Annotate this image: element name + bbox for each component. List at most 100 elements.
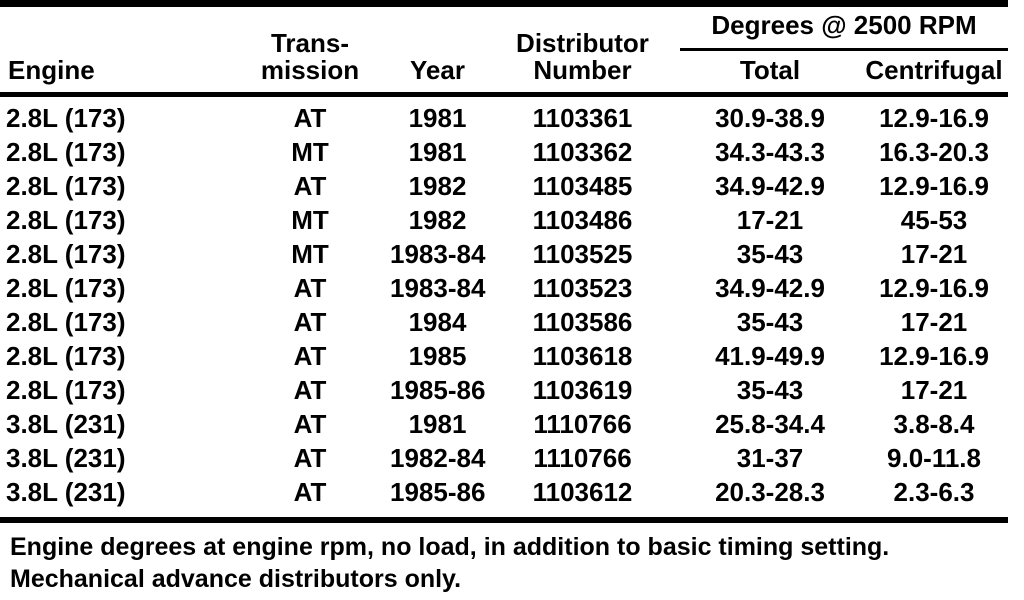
cell-total-degrees: 35-43 [736, 239, 804, 269]
cell-centrifugal-degrees: 9.0-11.8 [887, 443, 981, 473]
cell-transmission: AT [293, 375, 327, 405]
cell-engine: 2.8L (173) [6, 307, 126, 337]
cell-year: 1981 [408, 137, 467, 167]
cell-engine: 2.8L (173) [6, 341, 126, 371]
cell-total-degrees: 30.9-38.9 [715, 103, 825, 133]
cell-distributor-number: 1103362 [532, 137, 633, 167]
cell-year: 1981 [408, 103, 467, 133]
column-header-distributor-number: Distributor Number [485, 3, 680, 97]
header-row-sub: Total Centrifugal [0, 49, 1009, 97]
cell-distributor-number: 1103361 [532, 103, 633, 133]
cell-transmission: AT [293, 477, 327, 507]
column-header-engine: Engine [0, 3, 230, 97]
cell-centrifugal-degrees: 45-53 [900, 205, 968, 235]
cell-total-degrees: 25.8-34.4 [715, 409, 825, 439]
cell-year: 1982 [408, 171, 467, 201]
cell-total-degrees: 20.3-28.3 [715, 477, 825, 507]
cell-engine: 2.8L (173) [6, 273, 126, 303]
table-row: 2.8L (173) MT 1982 1103486 17-21 45-53 [0, 203, 1008, 237]
cell-transmission: AT [293, 307, 327, 337]
cell-transmission: AT [293, 273, 327, 303]
footnote-line: Mechanical advance distributors only. [10, 565, 462, 593]
cell-centrifugal-degrees: 17-21 [900, 375, 968, 405]
cell-year: 1982-84 [390, 443, 486, 473]
table-row: 2.8L (173) MT 1983-84 1103525 35-43 17-2… [0, 237, 1008, 271]
cell-total-degrees: 34.9-42.9 [715, 273, 825, 303]
cell-engine: 3.8L (231) [6, 477, 126, 507]
table-row: 3.8L (231) AT 1985-86 1103612 20.3-28.3 … [0, 475, 1008, 509]
cell-engine: 2.8L (173) [6, 239, 126, 269]
cell-centrifugal-degrees: 12.9-16.9 [879, 341, 989, 371]
cell-transmission: MT [291, 239, 329, 269]
table-row: 2.8L (173) AT 1985 1103618 41.9-49.9 12.… [0, 339, 1008, 373]
cell-centrifugal-degrees: 12.9-16.9 [879, 171, 989, 201]
table-row: 3.8L (231) AT 1982-84 1110766 31-37 9.0-… [0, 441, 1008, 475]
cell-engine: 2.8L (173) [6, 103, 126, 133]
cell-year: 1983-84 [390, 273, 486, 303]
cell-distributor-number: 1103586 [532, 307, 633, 337]
cell-total-degrees: 35-43 [736, 375, 804, 405]
cell-distributor-number: 1103619 [532, 375, 633, 405]
table-row: 2.8L (173) AT 1985-86 1103619 35-43 17-2… [0, 373, 1008, 407]
table-row: 2.8L (173) AT 1982 1103485 34.9-42.9 12.… [0, 169, 1008, 203]
table-row: 2.8L (173) MT 1981 1103362 34.3-43.3 16.… [0, 135, 1008, 169]
cell-total-degrees: 34.3-43.3 [715, 137, 825, 167]
cell-distributor-number: 1103523 [532, 273, 633, 303]
table-row: 2.8L (173) AT 1983-84 1103523 34.9-42.9 … [0, 271, 1008, 305]
cell-total-degrees: 17-21 [736, 205, 804, 235]
cell-total-degrees: 34.9-42.9 [715, 171, 825, 201]
cell-distributor-number: 1103612 [532, 477, 633, 507]
cell-transmission: AT [293, 341, 327, 371]
cell-total-degrees: 41.9-49.9 [715, 341, 825, 371]
cell-distributor-number: 1103525 [532, 239, 633, 269]
table-row: 2.8L (173) AT 1984 1103586 35-43 17-21 [0, 305, 1008, 339]
cell-transmission: AT [293, 171, 327, 201]
column-header-centrifugal: Centrifugal [860, 49, 1009, 97]
table-header: Engine Trans- mission Year Distributor N… [0, 3, 1009, 97]
cell-distributor-number: 1103618 [532, 341, 633, 371]
cell-transmission: MT [291, 137, 329, 167]
table-footnotes: Engine degrees at engine rpm, no load, i… [0, 523, 1024, 595]
cell-engine: 2.8L (173) [6, 375, 126, 405]
cell-transmission: AT [293, 103, 327, 133]
column-header-degrees-at-2500-rpm: Degrees @ 2500 RPM [680, 3, 1009, 51]
cell-year: 1981 [408, 409, 467, 439]
cell-total-degrees: 35-43 [736, 307, 804, 337]
cell-engine: 2.8L (173) [6, 205, 126, 235]
cell-year: 1984 [408, 307, 467, 337]
table-body: 2.8L (173) AT 1981 1103361 30.9-38.9 12.… [0, 95, 1008, 510]
cell-distributor-number: 1110766 [533, 409, 632, 439]
table-bottom-rule [0, 517, 1008, 523]
table-row: 2.8L (173) AT 1981 1103361 30.9-38.9 12.… [0, 95, 1008, 136]
column-header-year: Year [390, 3, 485, 97]
footnote-line: Engine degrees at engine rpm, no load, i… [10, 533, 890, 561]
cell-centrifugal-degrees: 17-21 [900, 239, 968, 269]
cell-centrifugal-degrees: 3.8-8.4 [893, 409, 975, 439]
cell-year: 1985-86 [390, 375, 486, 405]
column-header-total: Total [680, 49, 860, 97]
cell-centrifugal-degrees: 12.9-16.9 [879, 103, 989, 133]
column-header-transmission: Trans- mission [230, 3, 390, 97]
cell-engine: 2.8L (173) [6, 137, 126, 167]
cell-distributor-number: 1110766 [533, 443, 632, 473]
cell-centrifugal-degrees: 12.9-16.9 [879, 273, 989, 303]
header-row-spanner: Engine Trans- mission Year Distributor N… [0, 3, 1009, 97]
cell-year: 1982 [408, 205, 467, 235]
cell-centrifugal-degrees: 17-21 [900, 307, 968, 337]
cell-engine: 3.8L (231) [6, 443, 126, 473]
cell-centrifugal-degrees: 16.3-20.3 [879, 137, 989, 167]
cell-total-degrees: 31-37 [736, 443, 804, 473]
cell-transmission: AT [293, 443, 327, 473]
cell-distributor-number: 1103485 [532, 171, 633, 201]
cell-engine: 3.8L (231) [6, 409, 126, 439]
cell-engine: 2.8L (173) [6, 171, 126, 201]
cell-year: 1985 [408, 341, 467, 371]
cell-transmission: MT [291, 205, 329, 235]
table-row: 3.8L (231) AT 1981 1110766 25.8-34.4 3.8… [0, 407, 1008, 441]
timing-spec-table: Engine Trans- mission Year Distributor N… [0, 0, 1009, 510]
cell-centrifugal-degrees: 2.3-6.3 [893, 477, 975, 507]
cell-year: 1985-86 [390, 477, 486, 507]
cell-distributor-number: 1103486 [532, 205, 633, 235]
cell-transmission: AT [293, 409, 327, 439]
